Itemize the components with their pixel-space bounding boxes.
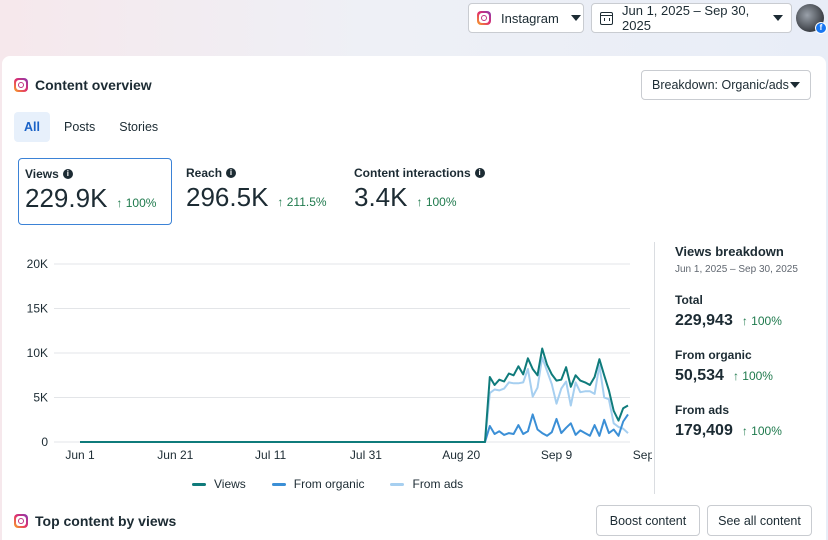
breakdown-value-row: 229,943 ↑ 100% [675, 312, 825, 330]
top-content-title: Top content by views [35, 513, 177, 529]
legend-label: Views [214, 477, 246, 491]
metric-label-row: Content interactions i [354, 166, 492, 180]
top-bar: Instagram Jun 1, 2025 – Sep 30, 2025 f [0, 0, 828, 50]
breakdown-change: ↑ 100% [741, 424, 782, 438]
metric-value-row: 296.5K ↑ 211.5% [186, 182, 334, 213]
instagram-icon [14, 78, 28, 92]
metric-value: 296.5K [186, 182, 269, 212]
boost-content-button[interactable]: Boost content [596, 505, 700, 536]
views-breakdown-date: Jun 1, 2025 – Sep 30, 2025 [675, 264, 798, 275]
x-tick-label: Jul 31 [350, 448, 382, 462]
top-content-heading: Top content by views [14, 513, 176, 529]
metric-value: 229.9K [25, 183, 108, 213]
see-all-content-button[interactable]: See all content [707, 505, 812, 536]
metric-label: Views [25, 167, 59, 181]
breakdown-change: ↑ 100% [741, 314, 782, 328]
avatar[interactable]: f [796, 4, 827, 34]
breakdown-change: ↑ 100% [732, 369, 773, 383]
metric-card-content-interactions[interactable]: Content interactions i 3.4K ↑ 100% [348, 158, 498, 225]
views-breakdown-panel: Views breakdown Jun 1, 2025 – Sep 30, 20… [675, 244, 825, 440]
chevron-down-icon [570, 15, 581, 21]
series-line-from-organic[interactable] [80, 413, 629, 443]
breakdown-from-ads: From ads 179,409 ↑ 100% [675, 403, 825, 440]
legend-swatch [271, 482, 286, 486]
legend-item-views[interactable]: Views [192, 477, 246, 491]
breakdown-label: From ads [675, 403, 730, 417]
tab-posts[interactable]: Posts [63, 120, 96, 134]
metric-card-views[interactable]: Views i 229.9K ↑ 100% [18, 158, 172, 225]
series-line-from-ads[interactable] [80, 356, 629, 443]
platform-label: Instagram [501, 10, 559, 26]
info-icon[interactable]: i [62, 169, 73, 179]
y-tick-label: 15K [27, 302, 48, 316]
tab-all[interactable]: All [14, 112, 50, 142]
tab-stories[interactable]: Stories [119, 120, 159, 134]
breakdown-dropdown[interactable]: Breakdown: Organic/ads [641, 70, 811, 100]
legend-label: From ads [412, 477, 464, 491]
metric-change: ↑ 100% [116, 196, 157, 210]
divider [654, 242, 655, 494]
x-tick-label: Jun 21 [157, 448, 193, 462]
breakdown-label: From organic [675, 348, 752, 362]
legend-label: From organic [293, 477, 365, 491]
metric-label: Content interactions [354, 166, 471, 180]
instagram-icon [477, 11, 491, 25]
chart-legend: Views From organic From ads [192, 477, 463, 491]
breakdown-label: Breakdown: Organic/ads [652, 78, 789, 92]
info-icon[interactable]: i [474, 168, 485, 178]
metric-label-row: Views i [25, 167, 165, 181]
x-tick-label: Jul 11 [255, 448, 286, 462]
y-tick-label: 5K [33, 391, 48, 405]
content-overview-heading: Content overview [14, 77, 152, 93]
instagram-icon [14, 514, 28, 528]
x-tick-label: Sep 29 [633, 448, 652, 462]
breakdown-value-row: 179,409 ↑ 100% [675, 422, 825, 440]
date-range-label: Jun 1, 2025 – Sep 30, 2025 [622, 3, 750, 33]
metric-value-row: 3.4K ↑ 100% [354, 182, 492, 213]
content-overview-title: Content overview [35, 77, 152, 93]
breakdown-value: 179,409 [675, 422, 733, 439]
legend-swatch [192, 482, 206, 486]
breakdown-value: 229,943 [675, 312, 733, 329]
date-range-selector[interactable]: Jun 1, 2025 – Sep 30, 2025 [591, 3, 792, 33]
facebook-icon: f [815, 22, 827, 34]
metric-change: ↑ 100% [416, 195, 457, 209]
metric-change: ↑ 211.5% [277, 195, 327, 209]
y-tick-label: 10K [27, 346, 48, 360]
metric-value: 3.4K [354, 182, 408, 212]
info-icon[interactable]: i [226, 168, 237, 178]
content-overview-card: Content overview Breakdown: Organic/ads … [2, 56, 826, 540]
breakdown-value-row: 50,534 ↑ 100% [675, 367, 825, 385]
x-tick-label: Sep 9 [541, 448, 573, 462]
breakdown-total: Total 229,943 ↑ 100% [675, 293, 825, 330]
x-tick-label: Aug 20 [442, 448, 480, 462]
platform-selector[interactable]: Instagram [468, 3, 584, 33]
views-line-chart: 0 5K 10K 15K 20K Jun 1 Jun 21 Jul 11 Jul 31 Aug 2… [27, 257, 652, 462]
breakdown-label: Total [675, 293, 703, 307]
breakdown-from-organic: From organic 50,534 ↑ 100% [675, 348, 825, 385]
content-tabs: All Posts Stories [14, 112, 168, 142]
legend-swatch [390, 482, 405, 486]
metric-card-reach[interactable]: Reach i 296.5K ↑ 211.5% [180, 158, 340, 225]
y-tick-label: 20K [27, 257, 48, 271]
metric-value-row: 229.9K ↑ 100% [25, 183, 165, 214]
calendar-icon [600, 11, 613, 25]
chevron-down-icon [773, 15, 783, 21]
legend-item-from-organic[interactable]: From organic [271, 477, 365, 491]
y-tick-label: 0 [41, 435, 48, 449]
x-tick-label: Jun 1 [65, 448, 95, 462]
views-breakdown-title: Views breakdown [675, 244, 784, 259]
metric-label: Reach [186, 166, 223, 180]
series-line-views[interactable] [80, 347, 629, 443]
metric-label-row: Reach i [186, 166, 334, 180]
legend-item-from-ads[interactable]: From ads [390, 477, 463, 491]
chevron-down-icon [790, 82, 800, 88]
breakdown-value: 50,534 [675, 367, 724, 384]
